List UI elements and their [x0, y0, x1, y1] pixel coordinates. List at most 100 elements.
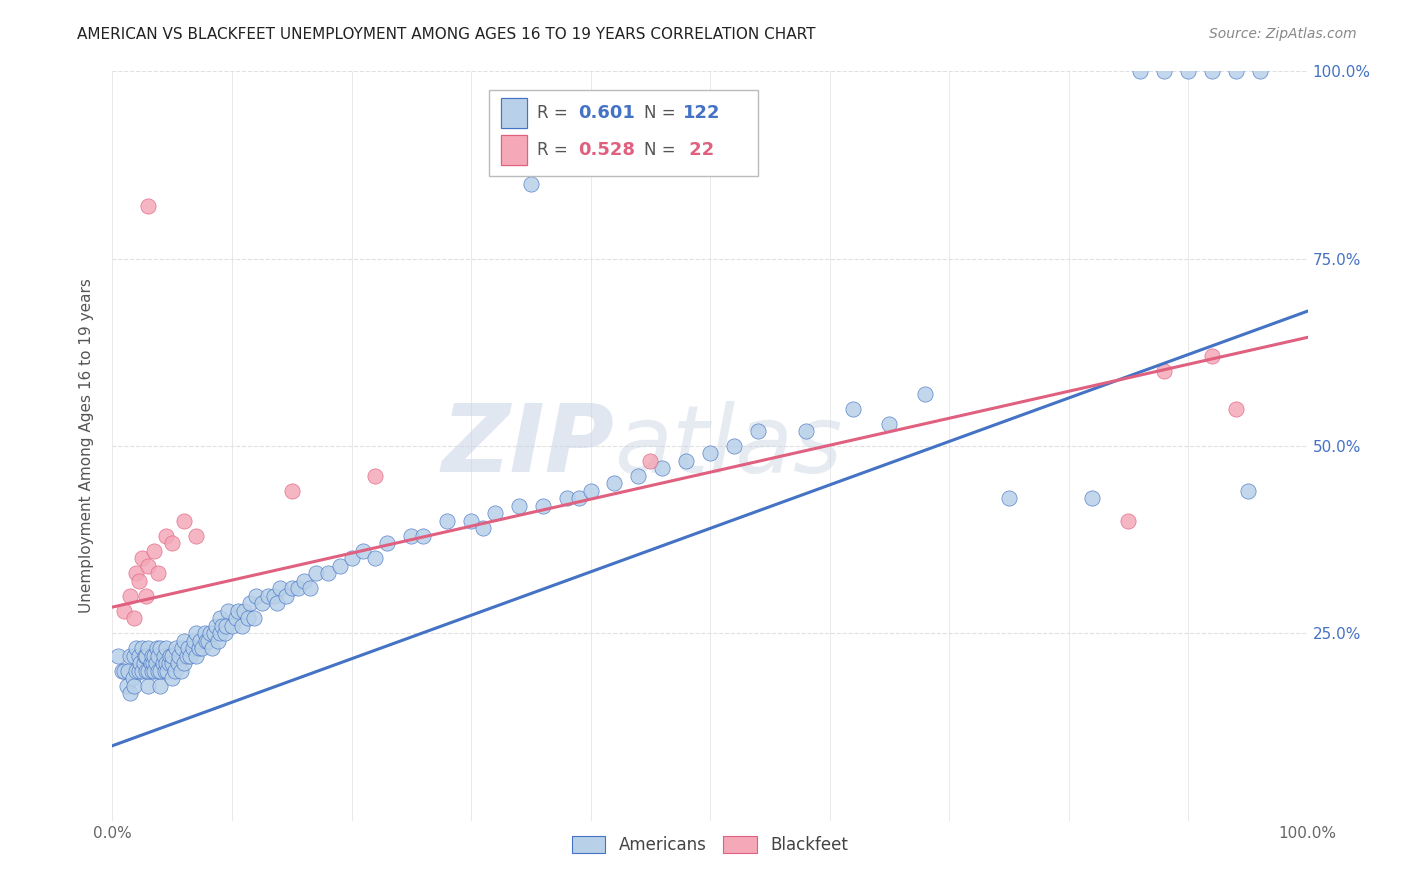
Point — [221, 619, 243, 633]
Point — [143, 648, 166, 663]
Point — [1201, 349, 1223, 363]
Point — [269, 582, 291, 596]
Point — [135, 589, 157, 603]
Point — [177, 641, 200, 656]
Point — [138, 558, 160, 573]
Point — [163, 664, 186, 678]
Point — [1118, 514, 1140, 528]
Point — [364, 551, 387, 566]
Point — [122, 648, 145, 663]
Point — [120, 589, 142, 603]
Point — [699, 446, 721, 460]
Point — [1225, 401, 1247, 416]
Point — [179, 648, 201, 663]
Point — [197, 633, 219, 648]
Point — [401, 529, 423, 543]
Point — [211, 619, 233, 633]
Text: 0.601: 0.601 — [579, 103, 636, 121]
Point — [352, 544, 374, 558]
Point — [131, 664, 153, 678]
Point — [132, 657, 155, 671]
Point — [914, 386, 936, 401]
Point — [122, 611, 145, 625]
Text: R =: R = — [537, 103, 572, 121]
Point — [155, 641, 177, 656]
Point — [226, 604, 249, 618]
Point — [520, 177, 543, 191]
Point — [107, 648, 129, 663]
Point — [149, 664, 172, 678]
Point — [460, 514, 482, 528]
Point — [165, 641, 187, 656]
Point — [377, 536, 399, 550]
Point — [340, 551, 363, 566]
Point — [156, 664, 179, 678]
Point — [170, 641, 193, 656]
Point — [153, 664, 176, 678]
Point — [1081, 491, 1104, 506]
Point — [120, 648, 142, 663]
Point — [141, 664, 163, 678]
Bar — [501, 97, 527, 128]
Point — [173, 514, 195, 528]
Point — [879, 417, 901, 431]
Point — [242, 611, 264, 625]
Point — [155, 657, 177, 671]
Point — [1129, 64, 1152, 78]
Point — [1153, 364, 1175, 378]
Point — [1237, 483, 1260, 498]
Point — [131, 551, 153, 566]
Point — [1201, 64, 1223, 78]
Point — [215, 619, 238, 633]
Point — [1153, 64, 1175, 78]
Point — [138, 199, 160, 213]
Point — [122, 679, 145, 693]
Point — [191, 641, 214, 656]
Point — [723, 439, 745, 453]
Point — [131, 641, 153, 656]
Point — [111, 664, 134, 678]
Point — [138, 679, 160, 693]
Text: N =: N = — [644, 103, 681, 121]
Point — [167, 657, 190, 671]
Point — [169, 664, 191, 678]
Point — [236, 611, 259, 625]
Point — [173, 657, 195, 671]
Point — [555, 491, 578, 506]
Point — [125, 566, 148, 581]
Point — [186, 529, 208, 543]
Point — [472, 521, 495, 535]
Point — [412, 529, 434, 543]
Point — [231, 619, 253, 633]
Y-axis label: Unemployment Among Ages 16 to 19 years: Unemployment Among Ages 16 to 19 years — [79, 278, 94, 614]
Text: 0.528: 0.528 — [579, 141, 636, 159]
Point — [125, 664, 148, 678]
Point — [233, 604, 256, 618]
Point — [207, 633, 229, 648]
Point — [143, 664, 166, 678]
Point — [145, 641, 167, 656]
Point — [201, 641, 224, 656]
Point — [169, 648, 191, 663]
Text: 22: 22 — [682, 141, 714, 159]
Point — [181, 641, 204, 656]
Point — [162, 657, 183, 671]
Point — [266, 596, 288, 610]
FancyBboxPatch shape — [489, 90, 758, 177]
Point — [281, 483, 304, 498]
Point — [257, 589, 280, 603]
Point — [114, 604, 135, 618]
Point — [794, 424, 817, 438]
Point — [117, 664, 139, 678]
Point — [162, 536, 183, 550]
Point — [209, 626, 232, 640]
Point — [146, 648, 169, 663]
Point — [747, 424, 769, 438]
Point — [138, 664, 160, 678]
Point — [508, 499, 530, 513]
Point — [202, 626, 225, 640]
Point — [146, 664, 169, 678]
Point — [209, 611, 232, 625]
Point — [245, 589, 267, 603]
Point — [998, 491, 1021, 506]
